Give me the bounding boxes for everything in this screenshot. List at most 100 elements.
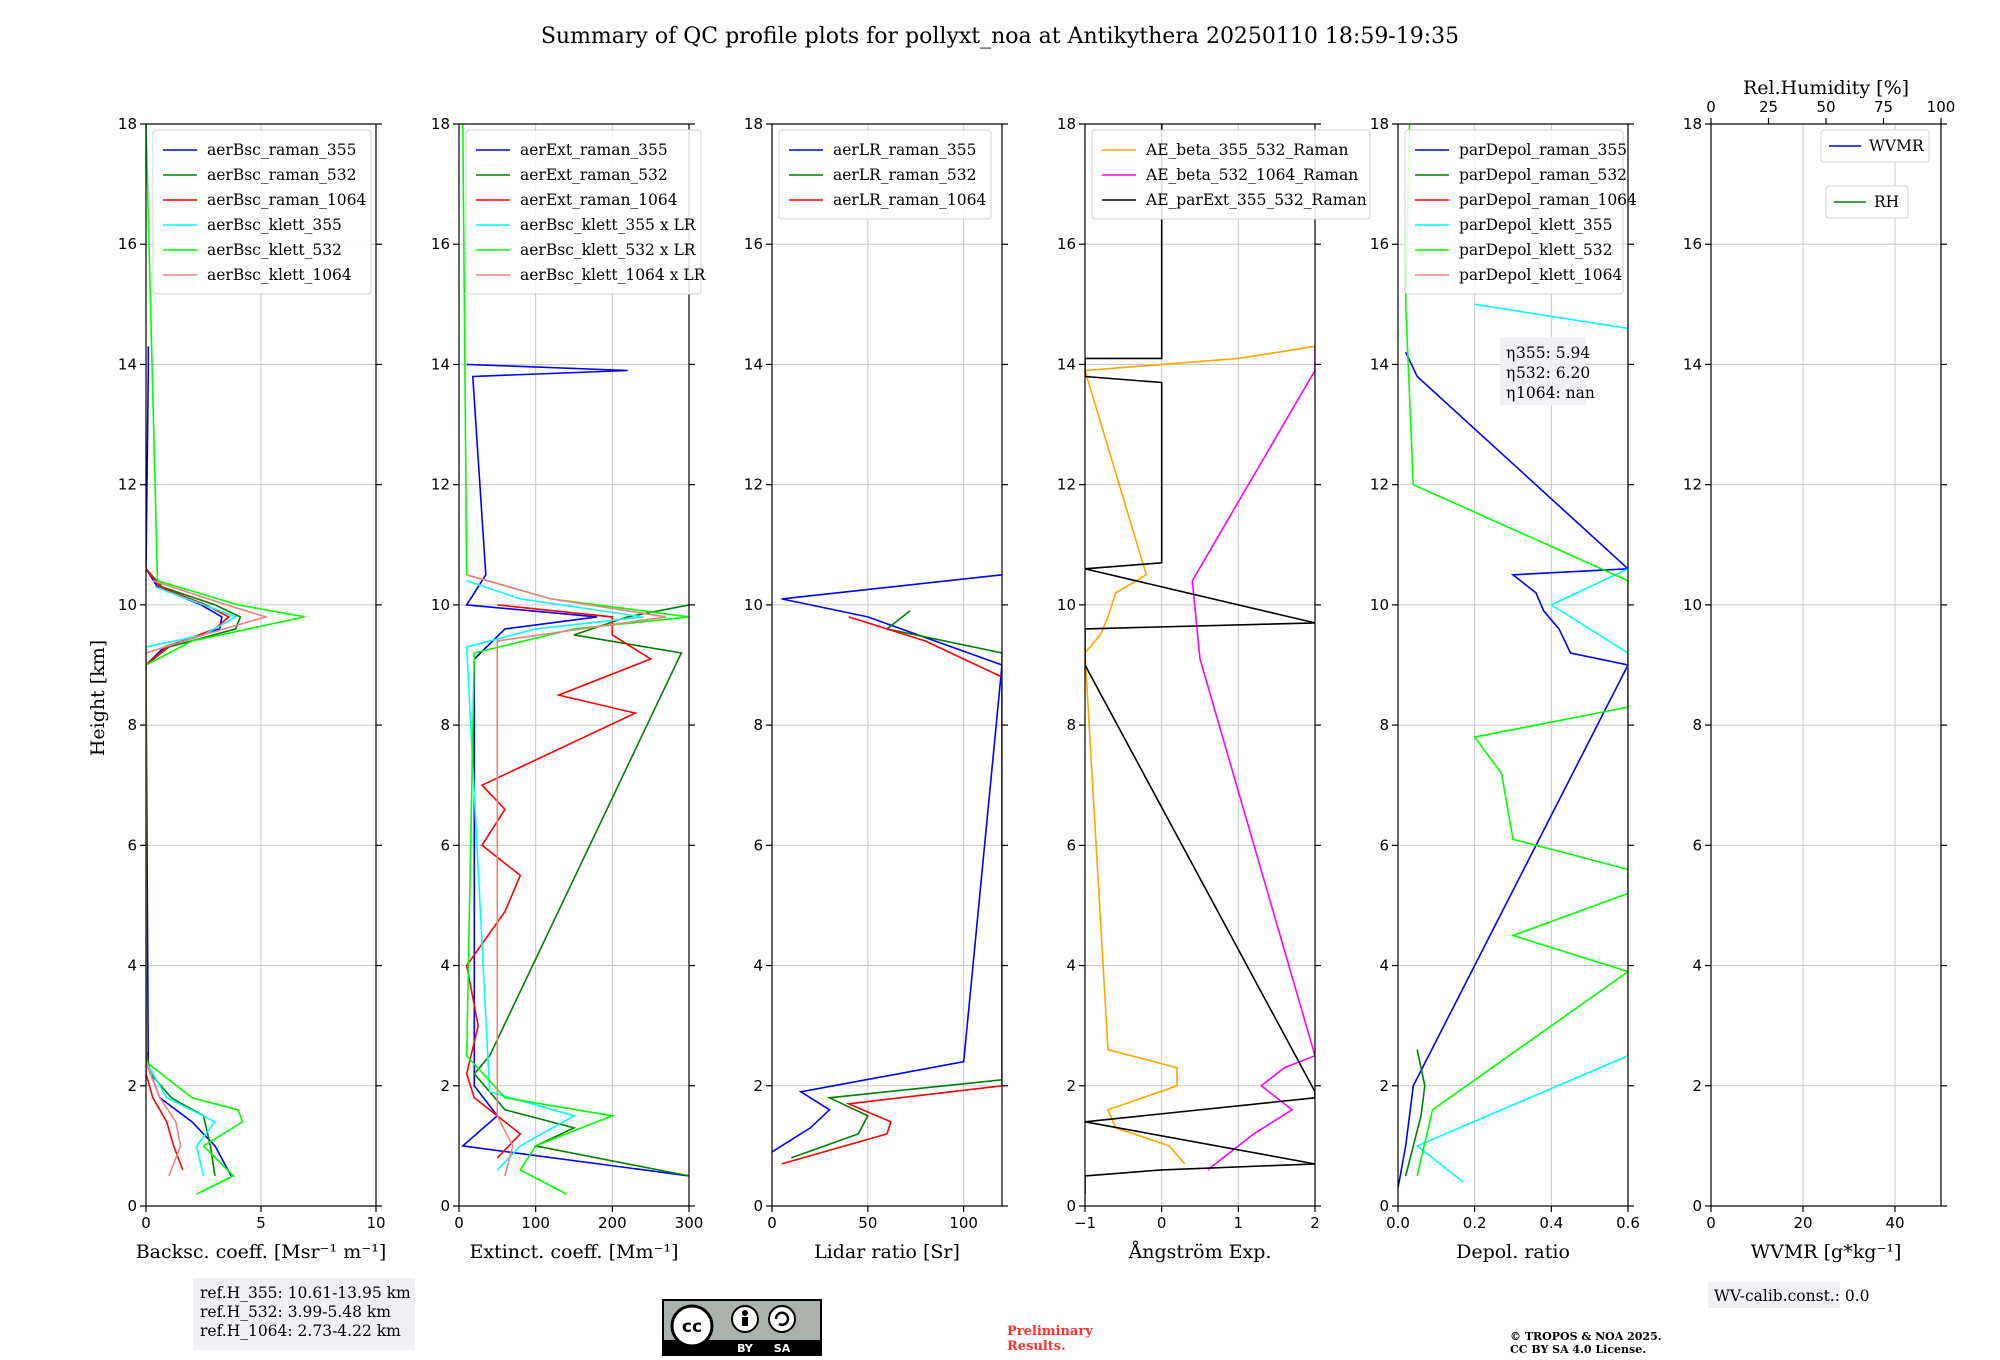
top-tick-label: 25 xyxy=(1759,98,1778,116)
y-tick-label: 2 xyxy=(127,1077,137,1095)
series-aerBsc_klett_355 x LR xyxy=(465,580,644,1171)
y-tick-label: 4 xyxy=(127,957,137,975)
y-tick-label: 0 xyxy=(1066,1197,1076,1215)
y-tick-label: 4 xyxy=(1692,957,1702,975)
legend-item: parDepol_klett_532 xyxy=(1459,241,1612,259)
rh-axis-label: Rel.Humidity [%] xyxy=(1743,77,1909,99)
y-tick-label: 12 xyxy=(1370,476,1389,494)
legend-item: parDepol_klett_1064 xyxy=(1459,266,1622,284)
series-aerLR_raman_355 xyxy=(772,574,1002,1153)
y-tick-label: 16 xyxy=(431,235,450,253)
x-tick-label: 0.2 xyxy=(1463,1214,1487,1232)
y-tick-label: 16 xyxy=(1057,235,1076,253)
series-aerBsc_klett_532 xyxy=(146,124,305,1195)
legend-item: aerBsc_klett_355 xyxy=(207,216,342,234)
plot-frame xyxy=(1084,123,1316,1207)
legend-item: aerBsc_klett_1064 xyxy=(207,266,352,284)
legend-item: aerBsc_klett_532 x LR xyxy=(520,241,697,259)
x-tick-label: 20 xyxy=(1793,1214,1812,1232)
legend-item: aerLR_raman_1064 xyxy=(833,191,986,209)
series-AE_beta_532_1064_Raman xyxy=(1191,346,1315,1171)
plot-frame xyxy=(458,123,690,1207)
series-parDepol_raman_355 xyxy=(1398,352,1628,1189)
y-tick-label: 2 xyxy=(1692,1077,1702,1095)
svg-text:BY: BY xyxy=(737,1342,754,1355)
legend-item: aerBsc_raman_1064 xyxy=(207,191,367,209)
y-tick-label: 10 xyxy=(1370,596,1389,614)
cc-license-badge: cc BY SA xyxy=(662,1299,822,1356)
x-tick-label: 0.4 xyxy=(1539,1214,1563,1232)
y-tick-label: 8 xyxy=(1379,716,1389,734)
series-AE_beta_355_532_Raman xyxy=(1085,345,1315,1165)
series-AE_parExt_355_532_Raman xyxy=(1085,124,1315,1194)
x-axis-label: Extinct. coeff. [Mm⁻¹] xyxy=(469,1241,678,1263)
series-aerExt_raman_532 xyxy=(473,604,689,1177)
sa-share-icon xyxy=(768,1305,796,1333)
panel-lr: 0 2 4 6 8 10 12 14 16 18 0 50 100 Lidar ratio [Sr] aer… xyxy=(744,115,1008,1263)
y-tick-label: 4 xyxy=(1379,957,1389,975)
legend-item: aerBsc_klett_532 xyxy=(207,241,342,259)
y-tick-label: 10 xyxy=(744,596,763,614)
x-axis-label: Depol. ratio xyxy=(1456,1241,1570,1263)
x-tick-label: 10 xyxy=(366,1214,385,1232)
wv-calib-constant: WV-calib.const.: 0.0 xyxy=(1714,1287,1870,1305)
y-tick-label: 8 xyxy=(1692,716,1702,734)
x-tick-label: 0.0 xyxy=(1386,1214,1410,1232)
x-tick-label: 200 xyxy=(598,1214,627,1232)
y-tick-label: 14 xyxy=(744,355,763,373)
series-group xyxy=(1085,124,1315,1194)
legend-box xyxy=(1091,129,1371,220)
x-tick-label: 0 xyxy=(1157,1214,1167,1232)
top-tick-label: 0 xyxy=(1706,98,1716,116)
y-tick-label: 8 xyxy=(753,716,763,734)
y-tick-label: 6 xyxy=(1692,836,1702,854)
y-axis-label: Height [km] xyxy=(87,640,109,756)
eta-value: 1064: nan xyxy=(1516,384,1595,402)
y-tick-label: 10 xyxy=(1057,596,1076,614)
y-tick-label: 18 xyxy=(431,115,450,133)
y-tick-label: 0 xyxy=(1692,1197,1702,1215)
x-axis-label: Lidar ratio [Sr] xyxy=(814,1241,960,1263)
legend-item: RH xyxy=(1874,193,1899,211)
legend: aerLR_raman_355 aerLR_raman_532 aerLR_rama… xyxy=(778,129,992,220)
y-tick-label: 10 xyxy=(1683,596,1702,614)
y-tick-label: 14 xyxy=(118,355,137,373)
legend-item: AE_beta_532_1064_Raman xyxy=(1145,166,1358,184)
y-tick-label: 2 xyxy=(1066,1077,1076,1095)
series-group xyxy=(146,124,305,1195)
eta-value: 355: 5.94 xyxy=(1516,344,1590,362)
y-tick-label: 8 xyxy=(440,716,450,734)
top-tick-label: 50 xyxy=(1816,98,1835,116)
figure-title: Summary of QC profile plots for pollyxt_… xyxy=(541,24,1459,49)
series-aerExt_raman_1064 xyxy=(465,604,653,1159)
legend-item: aerBsc_raman_532 xyxy=(207,166,357,184)
y-tick-label: 16 xyxy=(118,235,137,253)
series-aerLR_raman_532 xyxy=(790,610,1002,1159)
x-tick-label: 100 xyxy=(949,1214,978,1232)
y-tick-label: 0 xyxy=(127,1197,137,1215)
y-tick-label: 10 xyxy=(431,596,450,614)
y-tick-label: 16 xyxy=(1370,235,1389,253)
svg-text:© TROPOS & NOA 2025.: © TROPOS & NOA 2025. xyxy=(1510,1330,1662,1343)
legend-item: aerBsc_klett_1064 x LR xyxy=(520,266,707,284)
y-tick-label: 18 xyxy=(118,115,137,133)
series-aerBsc_klett_355 xyxy=(146,586,238,1177)
eta-symbol: η xyxy=(1506,384,1515,402)
series-parDepol_raman_532 xyxy=(1404,1049,1426,1177)
y-tick-label: 0 xyxy=(440,1197,450,1215)
ref-height-532: ref.H_532: 3.99-5.48 km xyxy=(200,1303,391,1321)
y-tick-label: 14 xyxy=(1057,355,1076,373)
y-tick-label: 12 xyxy=(1683,476,1702,494)
ref-heights-box: ref.H_355: 10.61-13.95 km ref.H_532: 3.9… xyxy=(193,1278,415,1350)
y-tick-label: 2 xyxy=(440,1077,450,1095)
x-axis-label: Ångström Exp. xyxy=(1128,1241,1272,1263)
y-tick-label: 4 xyxy=(440,957,450,975)
legend-item: WVMR xyxy=(1869,137,1925,155)
eta-symbol: η xyxy=(1506,364,1515,382)
plot-frame xyxy=(771,123,1003,1207)
legend-item: AE_beta_355_532_Raman xyxy=(1145,141,1348,159)
eta-value: 532: 6.20 xyxy=(1516,364,1590,382)
top-tick-label: 100 xyxy=(1927,98,1956,116)
series-parDepol_klett_355 xyxy=(1415,303,1628,1183)
